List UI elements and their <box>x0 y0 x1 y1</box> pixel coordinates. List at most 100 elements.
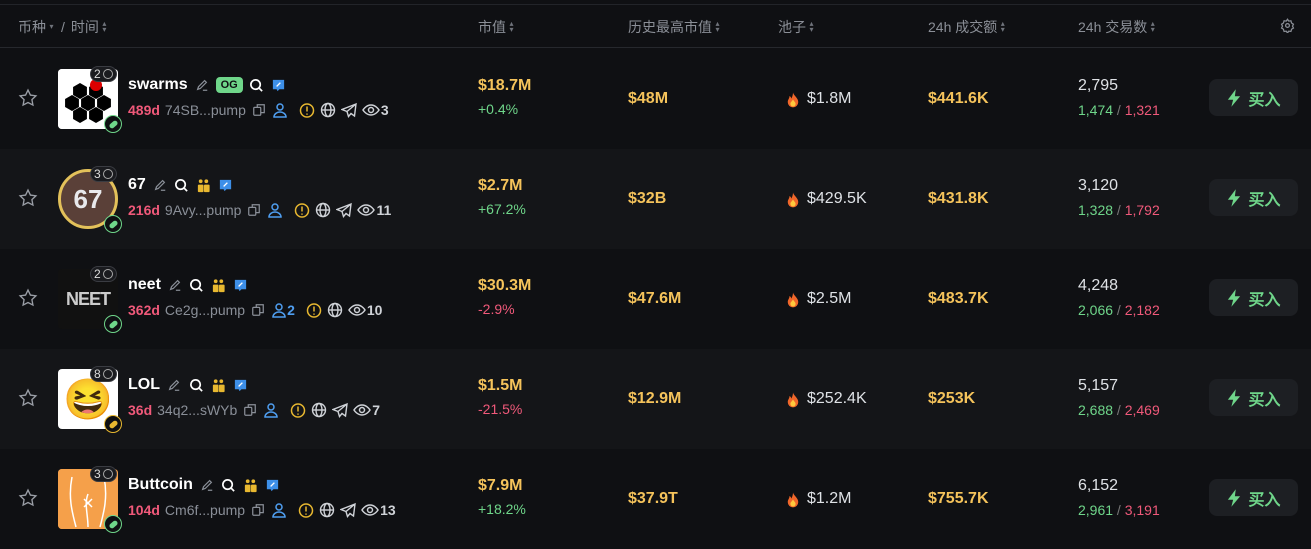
website-globe-icon[interactable] <box>320 102 336 118</box>
token-age: 104d <box>128 502 160 518</box>
views-eye-icon: 7 <box>353 402 380 418</box>
market-cap: $7.9M <box>478 477 523 494</box>
favorite-star-icon[interactable] <box>18 188 38 208</box>
contract-address[interactable]: 34q2...sWYb <box>157 402 238 418</box>
launchpad-pill-icon <box>104 215 122 233</box>
edit-pencil-icon[interactable] <box>152 177 168 193</box>
favorite-star-icon[interactable] <box>18 88 38 108</box>
search-icon[interactable] <box>174 177 190 193</box>
txns-24h: 2,795 <box>1078 77 1119 94</box>
contract-address[interactable]: Cm6f...pump <box>164 502 246 518</box>
dev-user-icon[interactable]: 2 <box>271 302 295 318</box>
token-row[interactable]: 3 Buttcoin 104d Cm6f...pump 13 $7.9M +18.2% $37… <box>0 449 1311 549</box>
buy-button[interactable]: 买入 <box>1209 279 1298 316</box>
market-cap-change: -2.9% <box>478 301 515 317</box>
header-time[interactable]: 时间 <box>70 19 99 35</box>
edit-pencil-icon[interactable] <box>167 277 183 293</box>
header-coin[interactable]: 币种 <box>18 19 46 35</box>
ath-market-cap: $37.9T <box>628 490 678 507</box>
dev-user-icon[interactable] <box>271 502 287 518</box>
token-name[interactable]: 67 <box>128 176 146 193</box>
header-coin-time[interactable]: 币种 ▾ / 时间 ▴ ▾ <box>18 17 108 37</box>
telegram-icon[interactable] <box>340 502 356 518</box>
twitter-note-icon[interactable] <box>271 77 287 93</box>
telegram-icon[interactable] <box>332 402 349 418</box>
copy-icon[interactable] <box>242 402 258 418</box>
header-pool[interactable]: 池子 ▴ ▾ <box>778 17 815 37</box>
warning-icon[interactable] <box>299 102 315 118</box>
twitter-note-icon[interactable] <box>218 177 234 193</box>
chart-circle-icon <box>102 69 113 79</box>
favorite-star-icon[interactable] <box>18 488 38 508</box>
edit-pencil-icon[interactable] <box>166 377 182 393</box>
copy-icon[interactable] <box>251 102 267 118</box>
search-icon[interactable] <box>221 477 237 493</box>
twitter-note-icon[interactable] <box>232 377 248 393</box>
favorite-star-icon[interactable] <box>18 388 38 408</box>
avatar-text: 😆 <box>63 377 113 422</box>
contract-address[interactable]: 74SB...pump <box>164 102 246 118</box>
copy-icon[interactable] <box>250 302 266 318</box>
txns-24h: 6,152 <box>1078 477 1119 494</box>
dev-user-icon[interactable] <box>267 202 283 218</box>
twitter-note-icon[interactable] <box>233 277 249 293</box>
txns-24h: 3,120 <box>1078 177 1119 194</box>
warning-icon[interactable] <box>306 302 322 318</box>
token-row[interactable]: 😆 8 LOL 36d 34q2...sWYb 7 $1.5M -21.5% $12.9M $25… <box>0 349 1311 449</box>
pool: $2.5M <box>785 290 851 308</box>
header-txns[interactable]: 24h 交易数 ▴ ▾ <box>1078 17 1156 37</box>
sort-icon: ▴ ▾ <box>715 19 720 34</box>
token-name[interactable]: Buttcoin <box>128 476 193 493</box>
contract-address[interactable]: 9Avy...pump <box>164 202 242 218</box>
market-cap-change: +0.4% <box>478 101 519 117</box>
buy-button[interactable]: 买入 <box>1209 179 1298 216</box>
holders-count: 8 <box>94 367 101 381</box>
warning-icon[interactable] <box>298 502 314 518</box>
website-globe-icon[interactable] <box>327 302 343 318</box>
lightning-icon <box>1226 388 1242 407</box>
copy-icon[interactable] <box>246 202 262 218</box>
token-name[interactable]: LOL <box>128 376 160 393</box>
edit-pencil-icon[interactable] <box>199 477 215 493</box>
dev-user-icon[interactable] <box>272 102 288 118</box>
dev-user-icon[interactable] <box>263 402 279 418</box>
community-icon[interactable] <box>243 477 259 493</box>
community-icon[interactable] <box>211 277 227 293</box>
fire-icon <box>785 191 801 207</box>
website-globe-icon[interactable] <box>315 202 331 218</box>
header-ath[interactable]: 历史最高市值 ▴ ▾ <box>628 17 721 37</box>
token-name[interactable]: neet <box>128 276 161 293</box>
warning-icon[interactable] <box>294 202 310 218</box>
pool: $1.8M <box>785 90 851 108</box>
search-icon[interactable] <box>249 77 265 93</box>
token-name[interactable]: swarms <box>128 76 188 93</box>
token-row[interactable]: NEET 2 neet 362d Ce2g...pump 2 10 $30.3M -2.9% $4… <box>0 249 1311 349</box>
twitter-note-icon[interactable] <box>265 477 281 493</box>
settings-gear-icon[interactable] <box>1280 18 1295 33</box>
token-row[interactable]: 67 3 67 216d 9Avy...pump 11 $2.7M +67.2% $32B $42… <box>0 149 1311 249</box>
contract-address[interactable]: Ce2g...pump <box>164 302 246 318</box>
telegram-icon[interactable] <box>340 102 357 118</box>
header-mcap[interactable]: 市值 ▴ ▾ <box>478 17 515 37</box>
favorite-star-icon[interactable] <box>18 288 38 308</box>
website-globe-icon[interactable] <box>311 402 327 418</box>
search-icon[interactable] <box>189 277 205 293</box>
buy-button[interactable]: 买入 <box>1209 379 1298 416</box>
warning-icon[interactable] <box>290 402 306 418</box>
community-icon[interactable] <box>210 377 226 393</box>
telegram-icon[interactable] <box>336 202 353 218</box>
search-icon[interactable] <box>188 377 204 393</box>
chart-circle-icon <box>102 269 113 279</box>
buy-button[interactable]: 买入 <box>1209 479 1298 516</box>
website-globe-icon[interactable] <box>319 502 335 518</box>
fire-icon <box>785 91 801 107</box>
sort-icon: ▴ ▾ <box>809 19 814 34</box>
token-row[interactable]: 2 swarms OG 489d 74SB...pump 3 $18.7M +0.4% $48M… <box>0 49 1311 149</box>
buy-button[interactable]: 买入 <box>1209 79 1298 116</box>
volume-24h: $755.7K <box>928 490 989 507</box>
header-volume[interactable]: 24h 成交额 ▴ ▾ <box>928 17 1006 37</box>
copy-icon[interactable] <box>250 502 266 518</box>
edit-pencil-icon[interactable] <box>194 77 210 93</box>
community-icon[interactable] <box>196 177 212 193</box>
market-cap-change: +18.2% <box>478 501 526 517</box>
